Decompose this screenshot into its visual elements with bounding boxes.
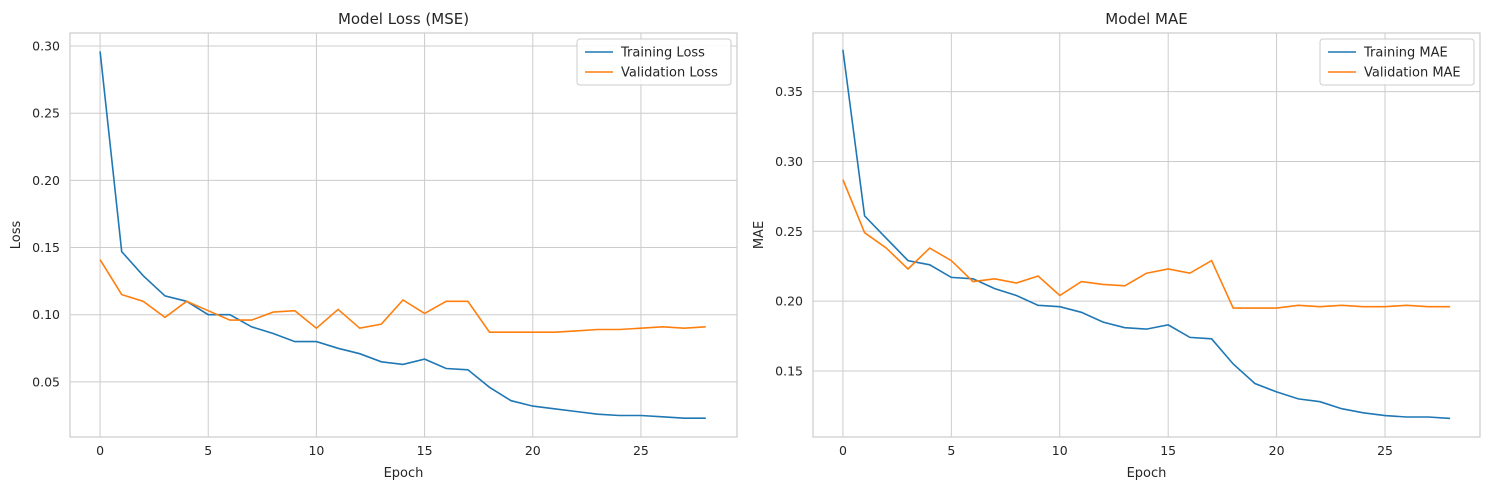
y-tick-label: 0.30 xyxy=(32,39,60,54)
x-tick-label: 25 xyxy=(1377,443,1393,458)
y-tick-label: 0.25 xyxy=(775,224,803,239)
x-tick-label: 0 xyxy=(96,443,104,458)
x-tick-label: 0 xyxy=(839,443,847,458)
legend-label: Validation Loss xyxy=(621,66,718,81)
x-tick-label: 5 xyxy=(947,443,955,458)
plot-frame xyxy=(812,32,1481,438)
x-tick-label: 20 xyxy=(1269,443,1285,458)
legend-box xyxy=(576,38,732,86)
chart-mae: 0 5 10 15 20 25 0.15 0.20 0.25 0.30 0.35 Model MAE E… xyxy=(752,10,1481,481)
legend-label: Training MAE xyxy=(1363,46,1448,61)
x-tick-label: 10 xyxy=(1052,443,1068,458)
x-axis-label: Epoch xyxy=(1127,466,1167,481)
y-axis-label: MAE xyxy=(752,221,767,249)
y-tick-label: 0.15 xyxy=(32,240,60,255)
legend-label: Validation MAE xyxy=(1364,66,1461,81)
x-tick-label: 10 xyxy=(308,443,324,458)
x-tick-label: 15 xyxy=(417,443,433,458)
y-tick-label: 0.35 xyxy=(775,84,803,99)
y-axis-label: Loss xyxy=(9,221,24,250)
x-tick-label: 20 xyxy=(525,443,541,458)
y-tick-label: 0.15 xyxy=(775,363,803,378)
series-line-training-loss xyxy=(99,51,706,420)
chart-title: Model Loss (MSE) xyxy=(338,10,469,28)
chart-loss: 0 5 10 15 20 25 0.05 0.10 0.15 0.20 0.25 0.30 Model … xyxy=(9,10,738,481)
y-tick-label: 0.25 xyxy=(32,106,60,121)
x-tick-label: 25 xyxy=(633,443,649,458)
y-tick-label: 0.20 xyxy=(32,173,60,188)
y-tick-label: 0.20 xyxy=(775,294,803,309)
chart-title: Model MAE xyxy=(1105,10,1188,28)
legend: Training Loss Validation Loss xyxy=(576,38,732,86)
x-axis-label: Epoch xyxy=(384,466,424,481)
x-tick-label: 15 xyxy=(1160,443,1176,458)
plot-frame xyxy=(69,32,738,438)
legend: Training MAE Validation MAE xyxy=(1319,38,1475,86)
series-line-validation-mae xyxy=(842,179,1451,309)
legend-label: Training Loss xyxy=(620,46,705,61)
y-tick-label: 0.10 xyxy=(32,307,60,322)
series-line-training-mae xyxy=(842,49,1451,420)
x-tick-label: 5 xyxy=(204,443,212,458)
y-tick-label: 0.05 xyxy=(32,374,60,389)
y-tick-label: 0.30 xyxy=(775,154,803,169)
legend-box xyxy=(1319,38,1475,86)
series-line-validation-loss xyxy=(99,259,706,334)
